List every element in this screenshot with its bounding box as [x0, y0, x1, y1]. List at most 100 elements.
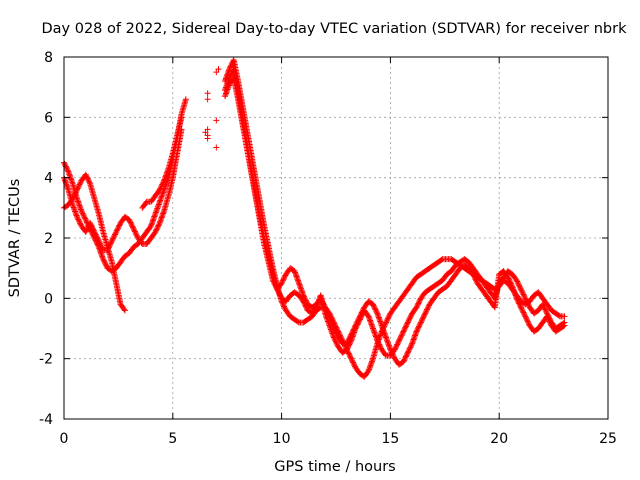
data-point-track-1 — [384, 316, 391, 323]
data-point-track-3 — [226, 73, 233, 80]
data-point-isolated-points — [202, 129, 209, 136]
data-point-track-3 — [88, 222, 95, 229]
data-point-track-1 — [81, 214, 88, 221]
data-point-track-3 — [399, 331, 406, 338]
data-point-track-1 — [281, 304, 288, 311]
axis-ticks: 0 5 10 15 20 25 -4 -2 0 2 4 6 8 — [39, 50, 617, 447]
data-point-track-3 — [407, 314, 414, 321]
data-point-track-2 — [415, 323, 422, 330]
x-tick-label: 5 — [168, 431, 177, 447]
data-point-track-1 — [102, 259, 109, 266]
data-point-track-3 — [130, 225, 137, 232]
data-point-track-3 — [300, 298, 307, 305]
data-point-track-3 — [543, 309, 550, 316]
data-point-track-3 — [87, 219, 94, 226]
data-point-track-1 — [82, 216, 89, 223]
data-point-track-3 — [415, 299, 422, 306]
data-point-track-2 — [414, 325, 421, 332]
data-point-track-3 — [516, 283, 523, 290]
data-point-track-2 — [506, 278, 513, 285]
data-point-track-3 — [560, 320, 567, 327]
data-point-track-3 — [110, 235, 117, 242]
data-point-track-2 — [159, 181, 166, 188]
data-point-track-2 — [473, 277, 480, 284]
data-point-track-3 — [332, 337, 339, 344]
x-axis-label: GPS time / hours — [274, 459, 395, 475]
data-point-track-2 — [157, 184, 164, 191]
x-tick-label: 10 — [273, 431, 291, 447]
data-point-track-1 — [83, 218, 90, 225]
data-point-track-2 — [419, 316, 426, 323]
data-point-track-2 — [420, 314, 427, 321]
data-point-track-1 — [103, 262, 110, 269]
data-point-track-1 — [347, 354, 354, 361]
data-point-track-3 — [404, 319, 411, 326]
data-point-track-3 — [522, 295, 529, 302]
data-point-track-1 — [204, 96, 211, 103]
data-point-track-3 — [97, 240, 104, 247]
data-point-track-1 — [61, 160, 68, 167]
data-point-track-2 — [373, 309, 380, 316]
data-point-track-3 — [406, 315, 413, 322]
data-point-track-2 — [420, 313, 427, 320]
data-point-track-2 — [521, 310, 528, 317]
data-point-track-3 — [107, 241, 114, 248]
data-point-isolated-points — [213, 117, 220, 124]
data-point-track-3 — [561, 319, 568, 326]
data-point-track-2 — [524, 318, 531, 325]
data-point-track-3 — [413, 304, 420, 311]
data-point-track-2 — [406, 347, 413, 354]
data-point-track-1 — [438, 256, 445, 263]
x-tick-label: 15 — [381, 431, 399, 447]
data-point-track-3 — [94, 235, 101, 242]
data-point-track-3 — [524, 300, 531, 307]
data-point-track-1 — [350, 359, 357, 366]
data-point-track-3 — [226, 75, 233, 82]
data-point-track-2 — [405, 348, 412, 355]
data-point-track-3 — [93, 232, 100, 239]
data-point-track-3 — [110, 234, 117, 241]
data-point-isolated-points — [213, 144, 220, 151]
data-point-track-3 — [547, 316, 554, 323]
data-point-track-3 — [105, 244, 112, 251]
data-point-track-2 — [72, 189, 79, 196]
data-point-track-1 — [64, 167, 71, 174]
data-point-track-3 — [129, 223, 136, 230]
data-point-track-3 — [113, 227, 120, 234]
data-point-track-2 — [415, 324, 422, 331]
data-point-track-3 — [356, 317, 363, 324]
data-point-track-2 — [413, 328, 420, 335]
data-point-track-3 — [204, 126, 211, 133]
data-point-track-1 — [102, 261, 109, 268]
data-point-track-3 — [312, 305, 319, 312]
data-point-track-1 — [80, 211, 87, 218]
data-point-track-3 — [98, 244, 105, 251]
data-point-track-3 — [358, 312, 365, 319]
data-point-track-3 — [83, 227, 90, 234]
data-point-track-2 — [74, 186, 81, 193]
data-point-track-2 — [86, 179, 93, 186]
data-point-isolated-points — [215, 66, 222, 73]
data-point-track-3 — [276, 290, 283, 297]
data-point-track-3 — [521, 292, 528, 299]
data-point-track-3 — [540, 303, 547, 310]
data-point-track-3 — [542, 306, 549, 313]
data-point-track-2 — [513, 295, 520, 302]
data-point-track-2 — [419, 315, 426, 322]
data-point-track-2 — [519, 306, 526, 313]
data-point-track-2 — [278, 280, 285, 287]
data-point-track-2 — [421, 311, 428, 318]
data-point-track-2 — [518, 305, 525, 312]
data-point-track-2 — [517, 304, 524, 311]
data-point-track-3 — [416, 297, 423, 304]
data-point-track-3 — [376, 341, 383, 348]
data-point-track-2 — [407, 344, 414, 351]
data-point-track-1 — [348, 355, 355, 362]
y-tick-label: 2 — [44, 231, 53, 247]
data-point-track-1 — [280, 302, 287, 309]
data-point-track-3 — [127, 219, 134, 226]
data-point-track-3 — [391, 346, 398, 353]
grid-layer — [64, 57, 608, 419]
data-point-track-1 — [383, 318, 390, 325]
data-point-track-3 — [76, 219, 83, 226]
